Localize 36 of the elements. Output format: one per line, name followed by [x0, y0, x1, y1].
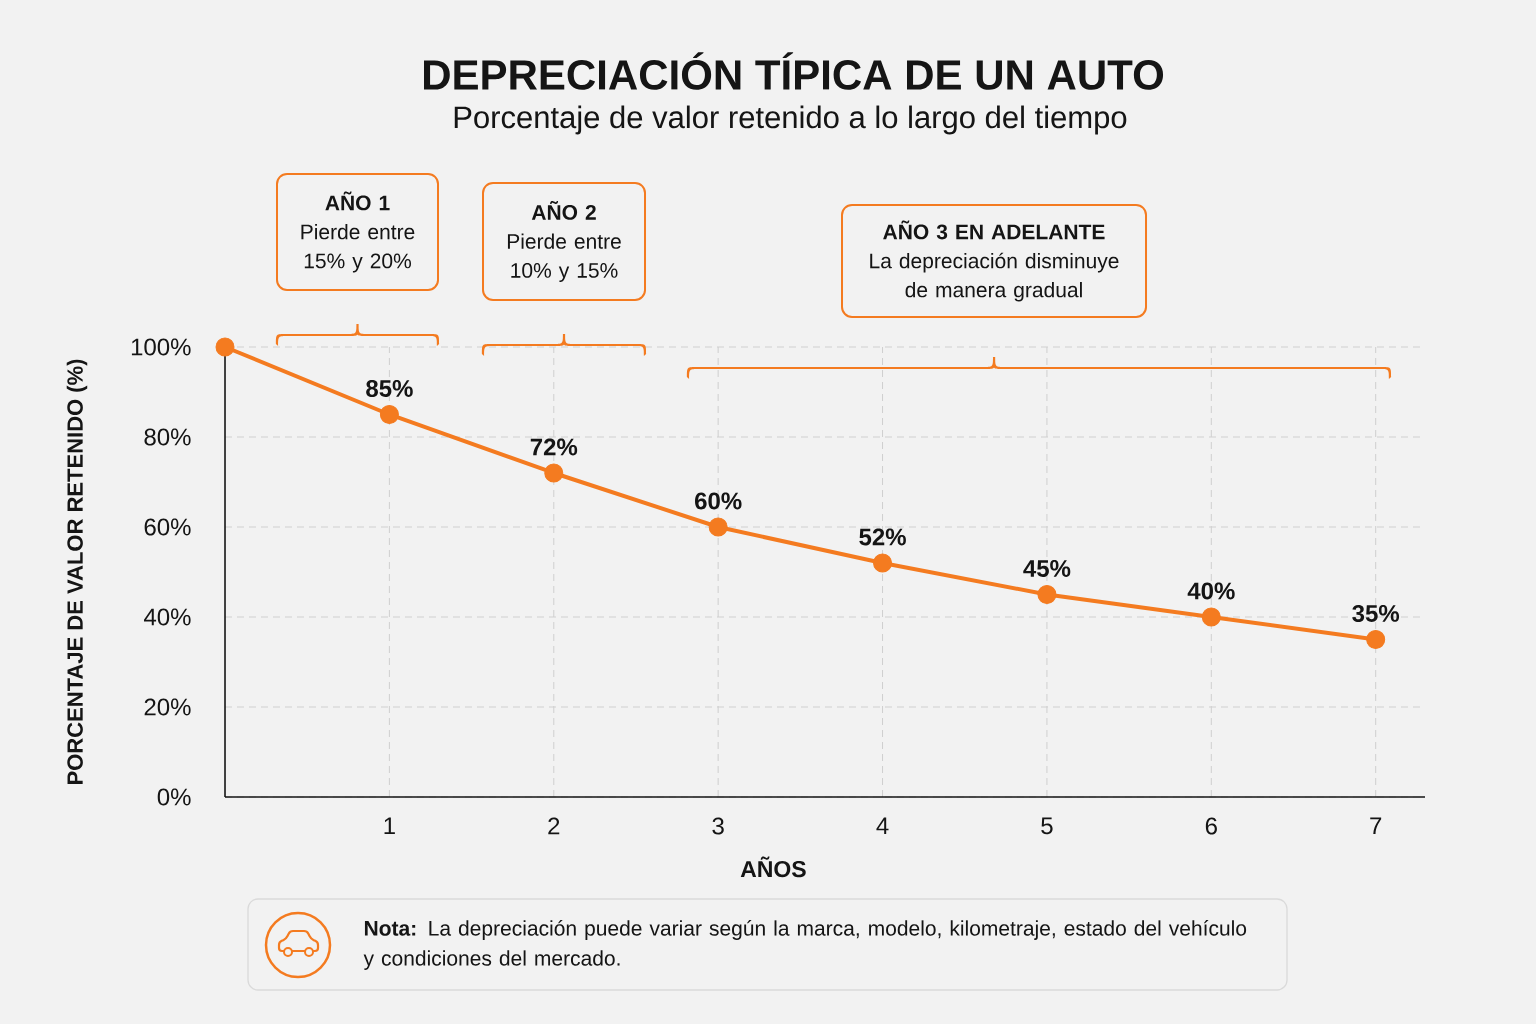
y-tick-label: 40%	[143, 608, 191, 626]
data-label: 45%	[1023, 560, 1071, 577]
x-tick-label: 5	[1041, 817, 1053, 835]
y-tick-label: 60%	[144, 518, 191, 536]
x-axis-title: AÑOS	[740, 856, 806, 878]
x-tick-label: 3	[712, 817, 724, 835]
y-tick-label: 0%	[157, 788, 191, 806]
x-tick-label: 2	[548, 817, 560, 835]
y-axis-title: PORCENTAJE DE VALOR RETENIDO (%)	[66, 359, 88, 785]
x-tick-label: 1	[384, 817, 395, 835]
chart-subtitle: Porcentaje de valor retenido a lo largo del tiempo	[454, 105, 1127, 135]
data-label: 40%	[1187, 582, 1235, 600]
data-label: 85%	[366, 379, 413, 397]
point	[1366, 629, 1386, 649]
x-tick-label: 7	[1370, 817, 1382, 835]
text: AÑO 1 Pierde entre 15% y 20%	[301, 191, 415, 273]
data-label: 52%	[859, 528, 906, 546]
point	[379, 404, 399, 424]
data-label: 35%	[1352, 604, 1400, 622]
point	[873, 553, 893, 573]
point	[215, 337, 235, 357]
y-tick-label: 80%	[144, 428, 191, 446]
point	[1201, 607, 1221, 627]
text: AÑO 3 EN ADELANTE La depreciación disminuye de manera gradual	[870, 220, 1119, 302]
data-label: 72%	[530, 438, 578, 456]
y-tick-label: 20%	[144, 698, 191, 716]
chart-title: DEPRECIACIÓN TÍPICA DE UN AUTO	[424, 52, 1164, 90]
text: AÑO 2 Pierde entre 10% y 15%	[507, 200, 621, 283]
point	[1037, 584, 1057, 604]
x-tick-label: 4	[876, 817, 889, 835]
text: Nota: La depreciación puede variar según la marca, modelo, kilometraje, estado del vehículo y condiciones del mercado.	[363, 920, 1247, 970]
point	[544, 463, 564, 483]
point	[708, 517, 728, 537]
y-tick-label: 100%	[131, 338, 191, 356]
data-label: 60%	[695, 492, 742, 510]
x-tick-label: 6	[1205, 817, 1217, 835]
